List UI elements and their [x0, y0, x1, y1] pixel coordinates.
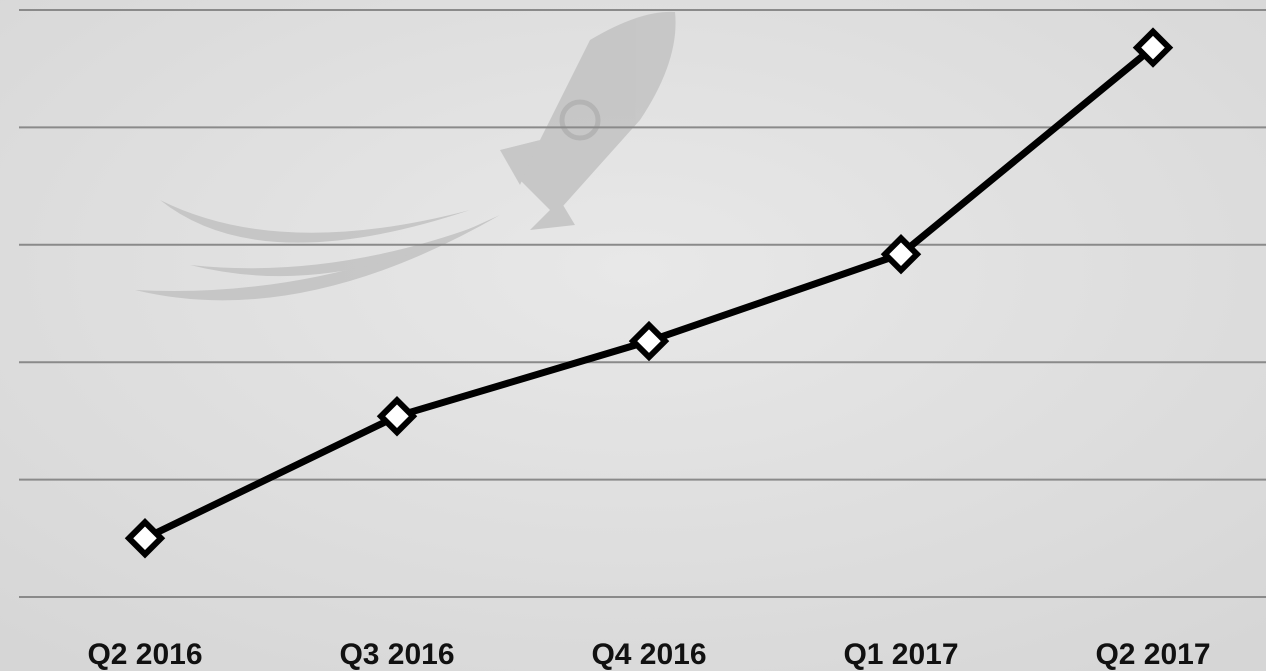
x-tick-label: Q1 2017 — [843, 638, 958, 671]
x-tick-label: Q2 2017 — [1095, 638, 1210, 671]
chart: Q2 2016 Q3 2016 Q4 2016 Q1 2017 Q2 2017 — [0, 0, 1266, 671]
x-tick-label: Q4 2016 — [591, 638, 706, 671]
x-tick-label: Q2 2016 — [87, 638, 202, 671]
x-tick-label: Q3 2016 — [339, 638, 454, 671]
